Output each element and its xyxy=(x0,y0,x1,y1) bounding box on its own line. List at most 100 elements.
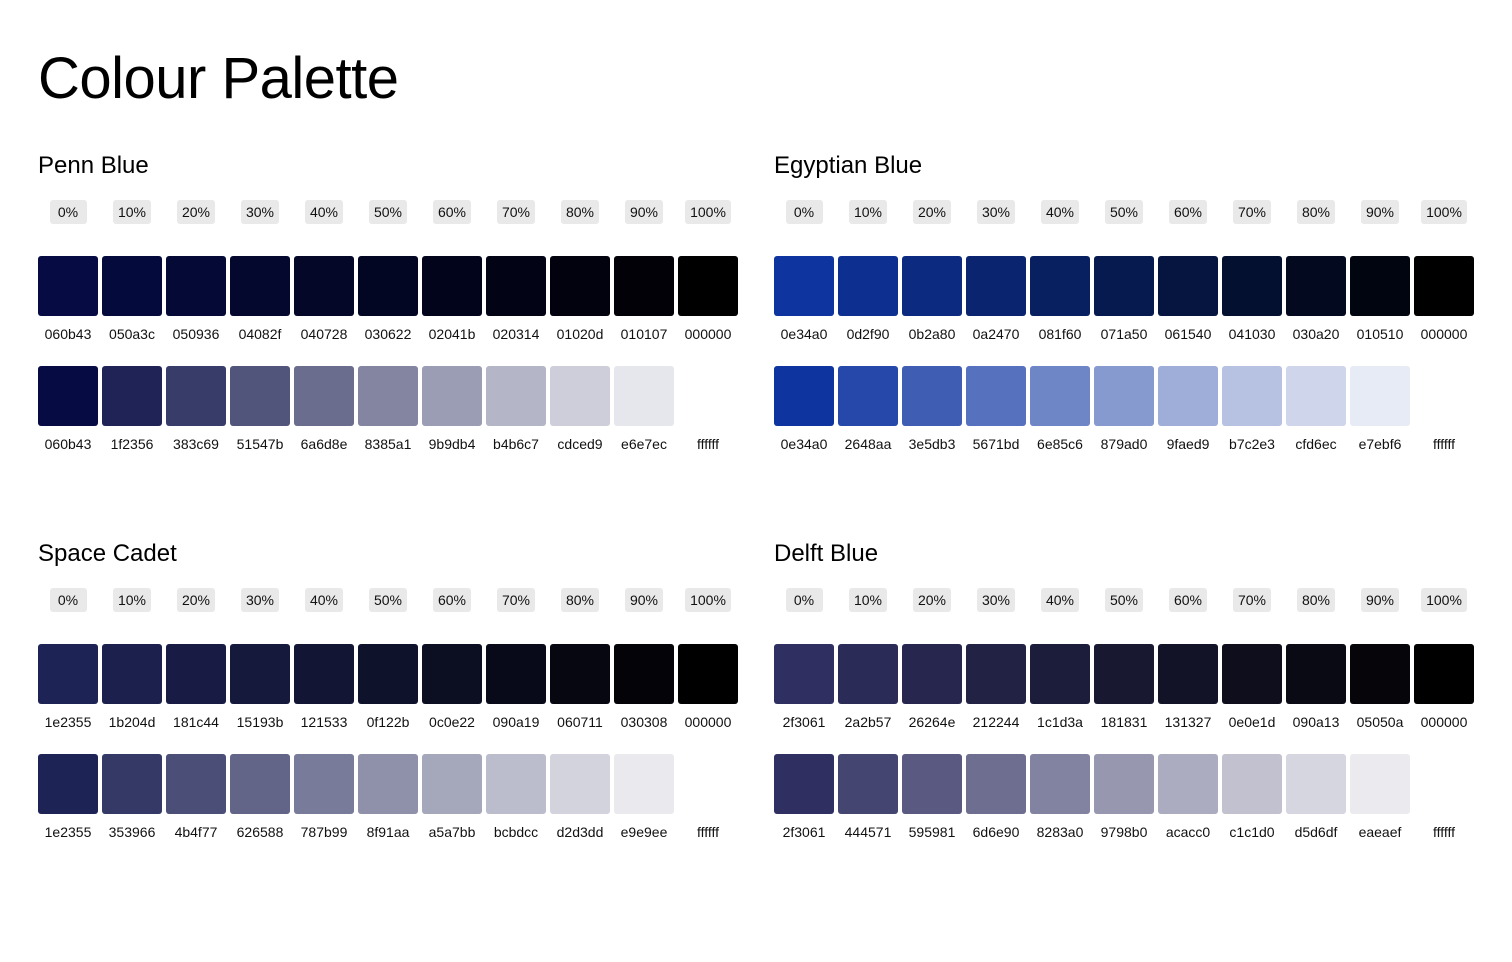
shade-swatch[interactable]: 1e2355 xyxy=(38,644,98,731)
color-block[interactable] xyxy=(38,366,98,426)
tint-swatch[interactable]: 1f2356 xyxy=(102,366,162,453)
shade-swatch[interactable]: 26264e xyxy=(902,644,962,731)
color-block[interactable] xyxy=(550,366,610,426)
shade-swatch[interactable]: 060b43 xyxy=(38,256,98,343)
tint-swatch[interactable]: ffffff xyxy=(678,366,738,453)
color-block[interactable] xyxy=(422,366,482,426)
color-block[interactable] xyxy=(966,754,1026,814)
shade-swatch[interactable]: 000000 xyxy=(678,644,738,731)
color-block[interactable] xyxy=(774,366,834,426)
tint-swatch[interactable]: ffffff xyxy=(1414,754,1474,841)
color-block[interactable] xyxy=(614,366,674,426)
color-block[interactable] xyxy=(902,256,962,316)
shade-swatch[interactable]: 2f3061 xyxy=(774,644,834,731)
color-block[interactable] xyxy=(38,754,98,814)
shade-swatch[interactable]: 121533 xyxy=(294,644,354,731)
tint-swatch[interactable]: 6d6e90 xyxy=(966,754,1026,841)
tint-swatch[interactable]: d2d3dd xyxy=(550,754,610,841)
color-block[interactable] xyxy=(1286,644,1346,704)
shade-swatch[interactable]: 000000 xyxy=(1414,644,1474,731)
color-block[interactable] xyxy=(1094,644,1154,704)
color-block[interactable] xyxy=(1094,366,1154,426)
shade-swatch[interactable]: 04082f xyxy=(230,256,290,343)
color-block[interactable] xyxy=(358,256,418,316)
tint-swatch[interactable]: 9798b0 xyxy=(1094,754,1154,841)
color-block[interactable] xyxy=(422,754,482,814)
color-block[interactable] xyxy=(966,366,1026,426)
shade-swatch[interactable]: 030308 xyxy=(614,644,674,731)
color-block[interactable] xyxy=(614,256,674,316)
color-block[interactable] xyxy=(422,644,482,704)
shade-swatch[interactable]: 020314 xyxy=(486,256,546,343)
tint-swatch[interactable]: 3e5db3 xyxy=(902,366,962,453)
color-block[interactable] xyxy=(1222,256,1282,316)
color-block[interactable] xyxy=(1158,366,1218,426)
color-block[interactable] xyxy=(614,754,674,814)
tint-swatch[interactable]: 353966 xyxy=(102,754,162,841)
color-block[interactable] xyxy=(102,366,162,426)
color-block[interactable] xyxy=(358,366,418,426)
color-block[interactable] xyxy=(1030,754,1090,814)
color-block[interactable] xyxy=(166,256,226,316)
shade-swatch[interactable]: 0b2a80 xyxy=(902,256,962,343)
color-block[interactable] xyxy=(230,754,290,814)
shade-swatch[interactable]: 041030 xyxy=(1222,256,1282,343)
color-block[interactable] xyxy=(166,644,226,704)
tint-swatch[interactable]: 9faed9 xyxy=(1158,366,1218,453)
color-block[interactable] xyxy=(902,644,962,704)
tint-swatch[interactable]: 879ad0 xyxy=(1094,366,1154,453)
shade-swatch[interactable]: 05050a xyxy=(1350,644,1410,731)
shade-swatch[interactable]: 081f60 xyxy=(1030,256,1090,343)
shade-swatch[interactable]: 090a13 xyxy=(1286,644,1346,731)
tint-swatch[interactable]: 6a6d8e xyxy=(294,366,354,453)
tint-swatch[interactable]: eaeaef xyxy=(1350,754,1410,841)
shade-swatch[interactable]: 040728 xyxy=(294,256,354,343)
color-block[interactable] xyxy=(486,256,546,316)
color-block[interactable] xyxy=(1286,256,1346,316)
color-block[interactable] xyxy=(1350,644,1410,704)
shade-swatch[interactable]: 0f122b xyxy=(358,644,418,731)
color-block[interactable] xyxy=(1286,366,1346,426)
shade-swatch[interactable]: 010107 xyxy=(614,256,674,343)
color-block[interactable] xyxy=(902,366,962,426)
color-block[interactable] xyxy=(550,754,610,814)
shade-swatch[interactable]: 030622 xyxy=(358,256,418,343)
shade-swatch[interactable]: 02041b xyxy=(422,256,482,343)
tint-swatch[interactable]: cdced9 xyxy=(550,366,610,453)
color-block[interactable] xyxy=(1094,256,1154,316)
color-block[interactable] xyxy=(166,754,226,814)
shade-swatch[interactable]: 090a19 xyxy=(486,644,546,731)
color-block[interactable] xyxy=(774,256,834,316)
shade-swatch[interactable]: 131327 xyxy=(1158,644,1218,731)
color-block[interactable] xyxy=(230,366,290,426)
color-block[interactable] xyxy=(614,644,674,704)
color-block[interactable] xyxy=(486,366,546,426)
shade-swatch[interactable]: 061540 xyxy=(1158,256,1218,343)
shade-swatch[interactable]: 071a50 xyxy=(1094,256,1154,343)
tint-swatch[interactable]: 444571 xyxy=(838,754,898,841)
color-block[interactable] xyxy=(678,366,738,426)
color-block[interactable] xyxy=(678,644,738,704)
color-block[interactable] xyxy=(1158,644,1218,704)
color-block[interactable] xyxy=(1094,754,1154,814)
tint-swatch[interactable]: a5a7bb xyxy=(422,754,482,841)
color-block[interactable] xyxy=(102,644,162,704)
color-block[interactable] xyxy=(774,754,834,814)
shade-swatch[interactable]: 030a20 xyxy=(1286,256,1346,343)
tint-swatch[interactable]: 8f91aa xyxy=(358,754,418,841)
color-block[interactable] xyxy=(166,366,226,426)
tint-swatch[interactable]: 4b4f77 xyxy=(166,754,226,841)
color-block[interactable] xyxy=(1286,754,1346,814)
color-block[interactable] xyxy=(678,256,738,316)
shade-swatch[interactable]: 0a2470 xyxy=(966,256,1026,343)
color-block[interactable] xyxy=(358,644,418,704)
color-block[interactable] xyxy=(102,754,162,814)
tint-swatch[interactable]: 787b99 xyxy=(294,754,354,841)
color-block[interactable] xyxy=(838,754,898,814)
color-block[interactable] xyxy=(422,256,482,316)
tint-swatch[interactable]: 2f3061 xyxy=(774,754,834,841)
shade-swatch[interactable]: 0e0e1d xyxy=(1222,644,1282,731)
color-block[interactable] xyxy=(294,754,354,814)
color-block[interactable] xyxy=(38,256,98,316)
tint-swatch[interactable]: 5671bd xyxy=(966,366,1026,453)
